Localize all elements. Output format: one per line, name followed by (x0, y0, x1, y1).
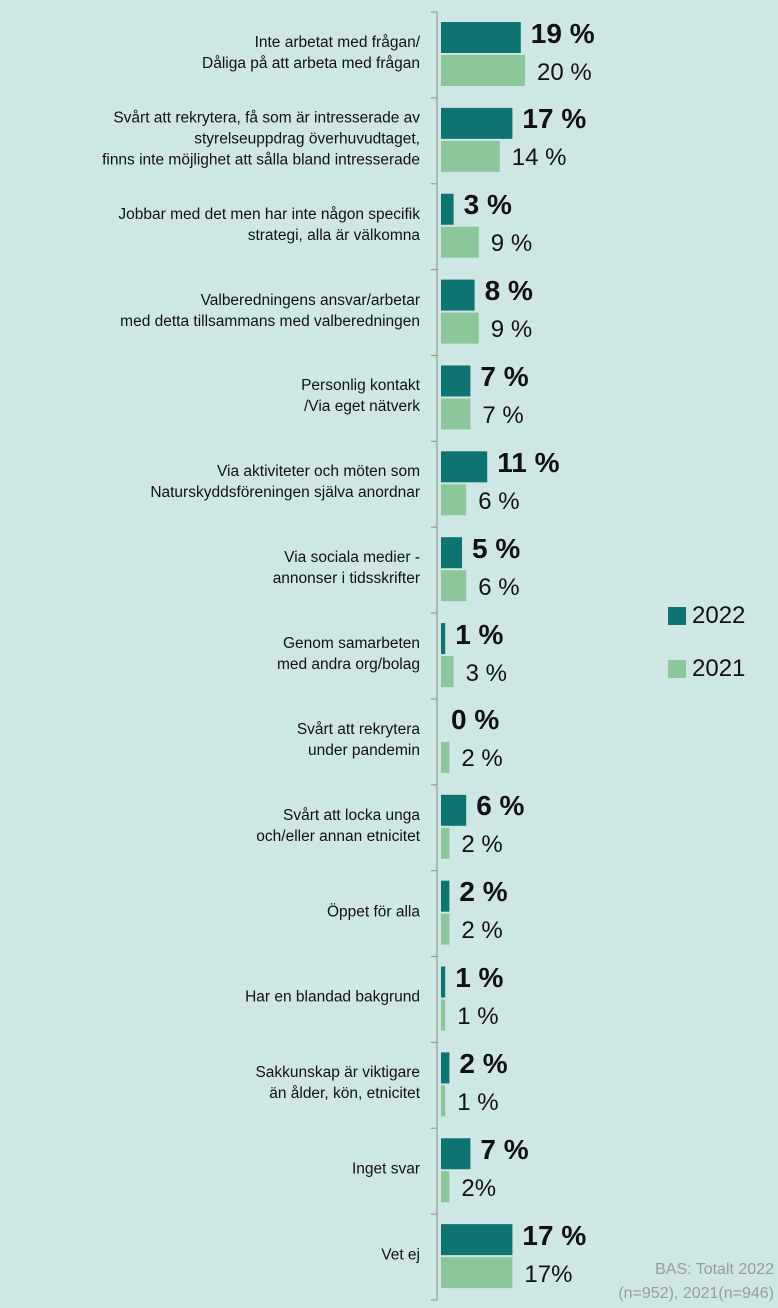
bar (441, 537, 462, 569)
value-label: 2 % (461, 917, 503, 945)
bar (441, 226, 479, 258)
category-label: Via sociala medier - annonser i tidsskri… (272, 549, 420, 588)
category-label: Svårt att rekrytera, få som är intresser… (102, 109, 420, 169)
value-label: 2 % (461, 745, 503, 773)
bar (441, 1171, 450, 1203)
category-label: Har en blandad bakgrund (245, 988, 420, 1006)
value-label: 2% (461, 1174, 497, 1202)
bar (441, 656, 454, 688)
value-label: 7 % (480, 1133, 529, 1165)
bar (441, 312, 479, 344)
category-label: Vet ej (381, 1246, 420, 1264)
value-label: 9 % (490, 230, 533, 258)
bar (441, 570, 467, 602)
value-label: 17 % (522, 1219, 587, 1251)
category-label: Genom samarbeten med andra org/bolag (276, 635, 420, 673)
value-label: 3 % (463, 189, 512, 221)
bar (441, 1257, 513, 1289)
category-label: Valberedningens ansvar/arbetar med detta… (120, 291, 420, 330)
bar (441, 365, 471, 397)
bar (441, 794, 467, 826)
value-label: 1 % (457, 1003, 499, 1031)
legend-swatch (668, 660, 686, 678)
category-label: Svårt att rekrytera under pandemin (296, 720, 420, 759)
footnote: BAS: Totalt 2022 (n=952), 2021(n=946) (618, 1261, 774, 1302)
bar (441, 966, 446, 998)
value-label: 3 % (465, 659, 507, 687)
value-label: 2 % (461, 831, 503, 859)
bar (441, 741, 450, 773)
category-label: Svårt att locka unga och/eller annan etn… (256, 806, 420, 845)
value-label: 8 % (484, 275, 533, 307)
category-label: Jobbar med det men har inte någon specif… (118, 205, 420, 244)
value-label: 6 % (478, 487, 520, 515)
category-label: Sakkunskap är viktigare än ålder, kön, e… (255, 1064, 420, 1103)
category-label: Öppet för alla (326, 903, 420, 921)
category-label: Inget svar (351, 1160, 420, 1178)
bar (441, 193, 454, 225)
bar (441, 484, 467, 516)
value-label: 6 % (476, 790, 525, 822)
value-label: 7 % (482, 401, 524, 429)
category-label: Inte arbetat med frågan/ Dåliga på att a… (202, 33, 420, 72)
bar (441, 827, 450, 859)
value-label: 19 % (530, 17, 595, 49)
bar (441, 1052, 450, 1084)
value-label: 20 % (537, 58, 592, 86)
value-label: 14 % (511, 144, 567, 172)
value-label: 1 % (455, 962, 504, 994)
bar (441, 880, 450, 912)
bar (441, 107, 513, 139)
bar (441, 913, 450, 945)
legend-label: 2022 (692, 602, 746, 629)
value-label: 6 % (478, 573, 520, 601)
value-label: 17 % (522, 103, 587, 135)
value-label: 0 % (451, 704, 500, 736)
value-label: 5 % (472, 532, 521, 564)
bar (441, 1224, 513, 1256)
category-label: Personlig kontakt /Via eget nätverk (301, 377, 420, 416)
bar (441, 279, 475, 311)
value-label: 1 % (455, 618, 504, 650)
value-label: 2 % (459, 1047, 508, 1079)
bar (441, 140, 500, 172)
category-label: Via aktiviteter och möten som Naturskydd… (150, 463, 420, 502)
legend-swatch (668, 607, 686, 625)
value-label: 17% (524, 1260, 573, 1288)
bar (441, 999, 446, 1031)
value-label: 9 % (490, 316, 533, 344)
bar (441, 55, 525, 86)
value-label: 7 % (480, 360, 529, 392)
bar (441, 623, 446, 655)
value-label: 1 % (457, 1088, 499, 1116)
value-label: 2 % (459, 876, 508, 908)
legend-label: 2021 (692, 655, 746, 682)
bar (441, 22, 521, 53)
bar (441, 1085, 446, 1117)
value-label: 11 % (497, 446, 560, 478)
bar (441, 1138, 471, 1170)
bar (441, 398, 471, 430)
bar (441, 451, 488, 483)
